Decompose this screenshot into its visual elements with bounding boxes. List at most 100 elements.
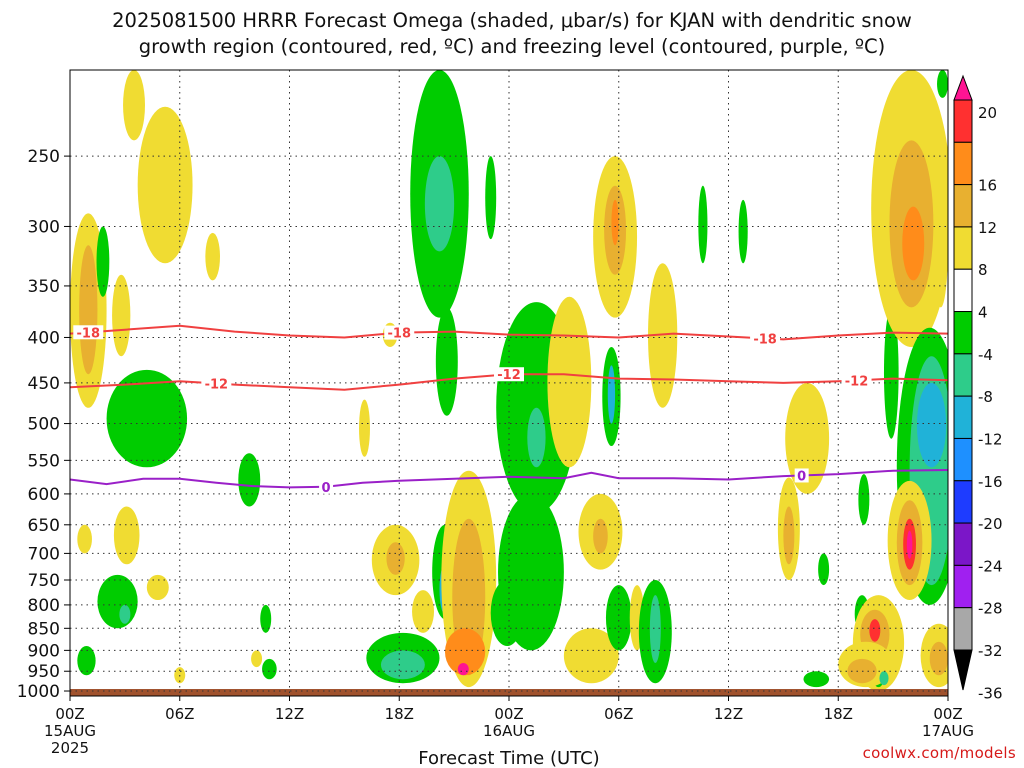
y-tick-label-550: 550: [28, 451, 60, 471]
y-tick-label-850: 850: [28, 619, 60, 639]
colorbar-label-13: -36: [978, 684, 1003, 702]
omega-region-82: [929, 641, 948, 676]
colorbar-bin-5: [953, 268, 973, 313]
y-tick-label-650: 650: [28, 516, 60, 536]
omega-region-5: [112, 274, 131, 357]
contour-label-bg-0-2: [750, 331, 781, 346]
contour-label-bg-0-0: [73, 325, 104, 340]
watermark: coolwx.com/models: [862, 744, 1016, 762]
colorbar-label-3: 8: [978, 261, 988, 279]
omega-region-3: [137, 106, 193, 264]
y-tick-label-450: 450: [28, 374, 60, 394]
x-tick-label-6: 12Z: [714, 705, 743, 723]
title-line-2: growth region (contoured, red, ºC) and f…: [138, 35, 886, 58]
x-tick-sublabel-4-0: 16AUG: [483, 722, 535, 740]
omega-region-1: [79, 245, 98, 375]
colorbar-bin-13: [953, 607, 973, 651]
x-tick-label-5: 06Z: [604, 705, 633, 723]
omega-region-12: [97, 574, 138, 629]
omega-shading: [70, 70, 948, 692]
omega-region-50: [648, 263, 678, 408]
contour-label-bg-2-1: [794, 468, 809, 483]
colorbar-label-8: -16: [978, 473, 1003, 491]
omega-region-58: [785, 382, 830, 494]
colorbar-label-2: 12: [978, 219, 997, 237]
colorbar-bin-6: [953, 311, 973, 355]
omega-region-83: [879, 671, 889, 686]
colorbar-bin-10: [953, 480, 973, 524]
title-line-1: 2025081500 HRRR Forecast Omega (shaded, …: [112, 9, 912, 32]
x-tick-sublabel-0-1: 2025: [51, 739, 89, 757]
contour-label-2-1: 0: [797, 469, 806, 484]
contour-label-1-2: -12: [845, 374, 869, 389]
x-tick-label-0: 00Z: [55, 705, 84, 723]
contour-label-2-0: 0: [322, 481, 331, 496]
x-tick-label-3: 18Z: [385, 705, 414, 723]
y-tick-label-1000: 1000: [17, 682, 60, 702]
omega-region-48: [563, 628, 619, 684]
y-axis: 2503003504004505005506006507007508008509…: [17, 147, 70, 702]
x-tick-label-8: 00Z: [933, 705, 962, 723]
y-tick-label-250: 250: [28, 147, 60, 167]
omega-region-57: [783, 506, 795, 565]
omega-region-9: [77, 524, 92, 554]
omega-region-35: [485, 156, 497, 240]
chart-title: 2025081500 HRRR Forecast Omega (shaded, …: [0, 8, 1024, 60]
y-tick-label-500: 500: [28, 415, 60, 435]
colorbar-label-5: -4: [978, 346, 993, 364]
omega-region-39: [490, 580, 524, 647]
colorbar-label-1: 16: [978, 177, 997, 195]
y-tick-label-350: 350: [28, 277, 60, 297]
colorbar-bin-4: [953, 226, 973, 270]
omega-region-10: [113, 506, 140, 565]
omega-region-17: [262, 658, 277, 680]
omega-region-38: [527, 407, 546, 468]
colorbar-label-12: -32: [978, 642, 1003, 660]
omega-region-40: [547, 296, 592, 468]
omega-region-61: [858, 474, 870, 525]
y-tick-label-950: 950: [28, 662, 60, 682]
colorbar-label-10: -24: [978, 557, 1003, 575]
omega-region-11: [146, 574, 169, 601]
colorbar-bin-7: [953, 353, 973, 397]
contour-label-0-1: -18: [388, 327, 412, 342]
colorbar-label-4: 4: [978, 304, 988, 322]
omega-region-72: [902, 206, 925, 281]
omega-region-7: [106, 369, 188, 468]
omega-region-25: [412, 590, 435, 633]
y-tick-label-750: 750: [28, 571, 60, 591]
colorbar-bin-2: [953, 141, 973, 186]
omega-region-19: [359, 399, 370, 457]
omega-region-69: [883, 307, 899, 439]
omega-region-24: [380, 650, 425, 680]
colorbar-label-7: -12: [978, 430, 1003, 448]
omega-region-22: [386, 542, 405, 575]
x-tick-label-4: 00Z: [494, 705, 523, 723]
y-tick-label-300: 300: [28, 217, 60, 237]
y-tick-label-700: 700: [28, 544, 60, 564]
x-tick-label-7: 18Z: [824, 705, 853, 723]
y-tick-label-800: 800: [28, 596, 60, 616]
contour-label-1-0: -12: [205, 377, 229, 392]
contour-line-0: [70, 324, 948, 341]
omega-region-45: [607, 365, 616, 424]
colorbar-bin-12: [953, 564, 973, 609]
y-tick-label-900: 900: [28, 641, 60, 661]
omega-region-27: [435, 307, 458, 416]
x-tick-sublabel-8-0: 17AUG: [922, 722, 974, 740]
omega-region-49: [605, 585, 632, 651]
omega-region-34: [457, 663, 469, 676]
omega-region-8: [238, 453, 261, 507]
colorbar: 20 16 12 8 4 -4 -8 -12 -16 -20 -24 -28 -32 -36: [953, 74, 1003, 702]
x-axis-label: Forecast Time (UTC): [418, 748, 599, 768]
colorbar-bottom-arrow: [953, 649, 973, 691]
omega-region-33: [444, 628, 486, 676]
omega-region-6: [96, 226, 110, 297]
contour-lines: -18 -18 -18 -12 -12 -12 0 0: [70, 324, 948, 496]
omega-region-47: [593, 518, 608, 554]
contour-label-0-0: -18: [77, 326, 101, 341]
y-tick-label-400: 400: [28, 328, 60, 348]
x-tick-label-1: 06Z: [165, 705, 194, 723]
omega-region-55: [738, 199, 748, 264]
